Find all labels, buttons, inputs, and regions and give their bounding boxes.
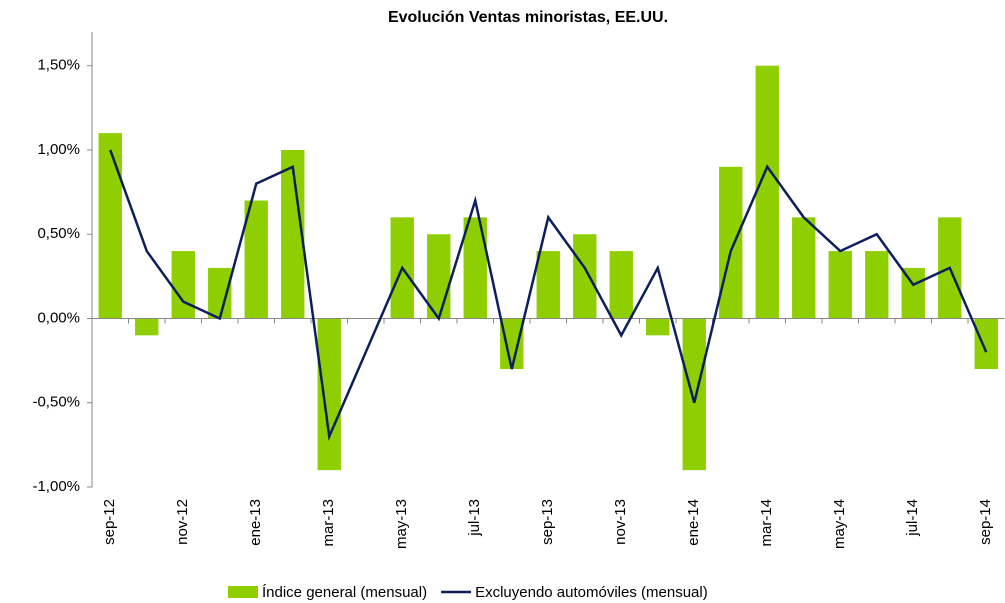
x-tick-label: sep-14 (977, 499, 994, 545)
x-tick-label: mar-13 (320, 499, 337, 547)
bar (171, 251, 195, 319)
x-tick-label: mar-14 (758, 499, 775, 547)
bar (500, 318, 524, 370)
y-tick-label: 1,00% (37, 141, 80, 158)
bar (317, 318, 341, 471)
bar (208, 267, 232, 319)
bar (463, 217, 487, 319)
bar (755, 65, 779, 319)
x-tick-label: ene-13 (247, 499, 264, 546)
y-tick-label: 0,00% (37, 309, 80, 326)
bar (536, 251, 560, 319)
chart-title: Evolución Ventas minoristas, EE.UU. (388, 9, 668, 26)
bar (901, 267, 925, 319)
x-tick-label: may-14 (831, 499, 848, 549)
y-tick-label: -0,50% (32, 394, 80, 411)
bar (719, 166, 743, 319)
y-tick-label: 1,50% (37, 57, 80, 74)
bar (135, 318, 159, 336)
bar (244, 200, 268, 319)
x-tick-label: ene-14 (685, 499, 702, 546)
bar (865, 251, 889, 319)
bar (646, 318, 670, 336)
x-tick-label: sep-13 (539, 499, 556, 545)
x-tick-label: nov-13 (612, 499, 629, 545)
y-tick-label: 0,50% (37, 225, 80, 242)
x-tick-label: jul-13 (466, 499, 483, 537)
bar (792, 217, 816, 319)
y-tick-label: -1,00% (32, 478, 80, 495)
legend-label: Índice general (mensual) (262, 584, 427, 601)
x-tick-label: may-13 (393, 499, 410, 549)
bar (609, 251, 633, 319)
x-tick-label: sep-12 (101, 499, 118, 545)
bar (573, 234, 597, 319)
x-tick-label: nov-12 (174, 499, 191, 545)
bar (281, 149, 305, 319)
legend-label: Excluyendo automóviles (mensual) (475, 584, 708, 601)
bar (98, 133, 122, 319)
bar (828, 251, 852, 319)
line (109, 149, 988, 442)
bar (974, 318, 998, 370)
x-tick-label: jul-14 (904, 499, 921, 537)
legend-swatch (228, 586, 258, 598)
bar (682, 318, 706, 471)
